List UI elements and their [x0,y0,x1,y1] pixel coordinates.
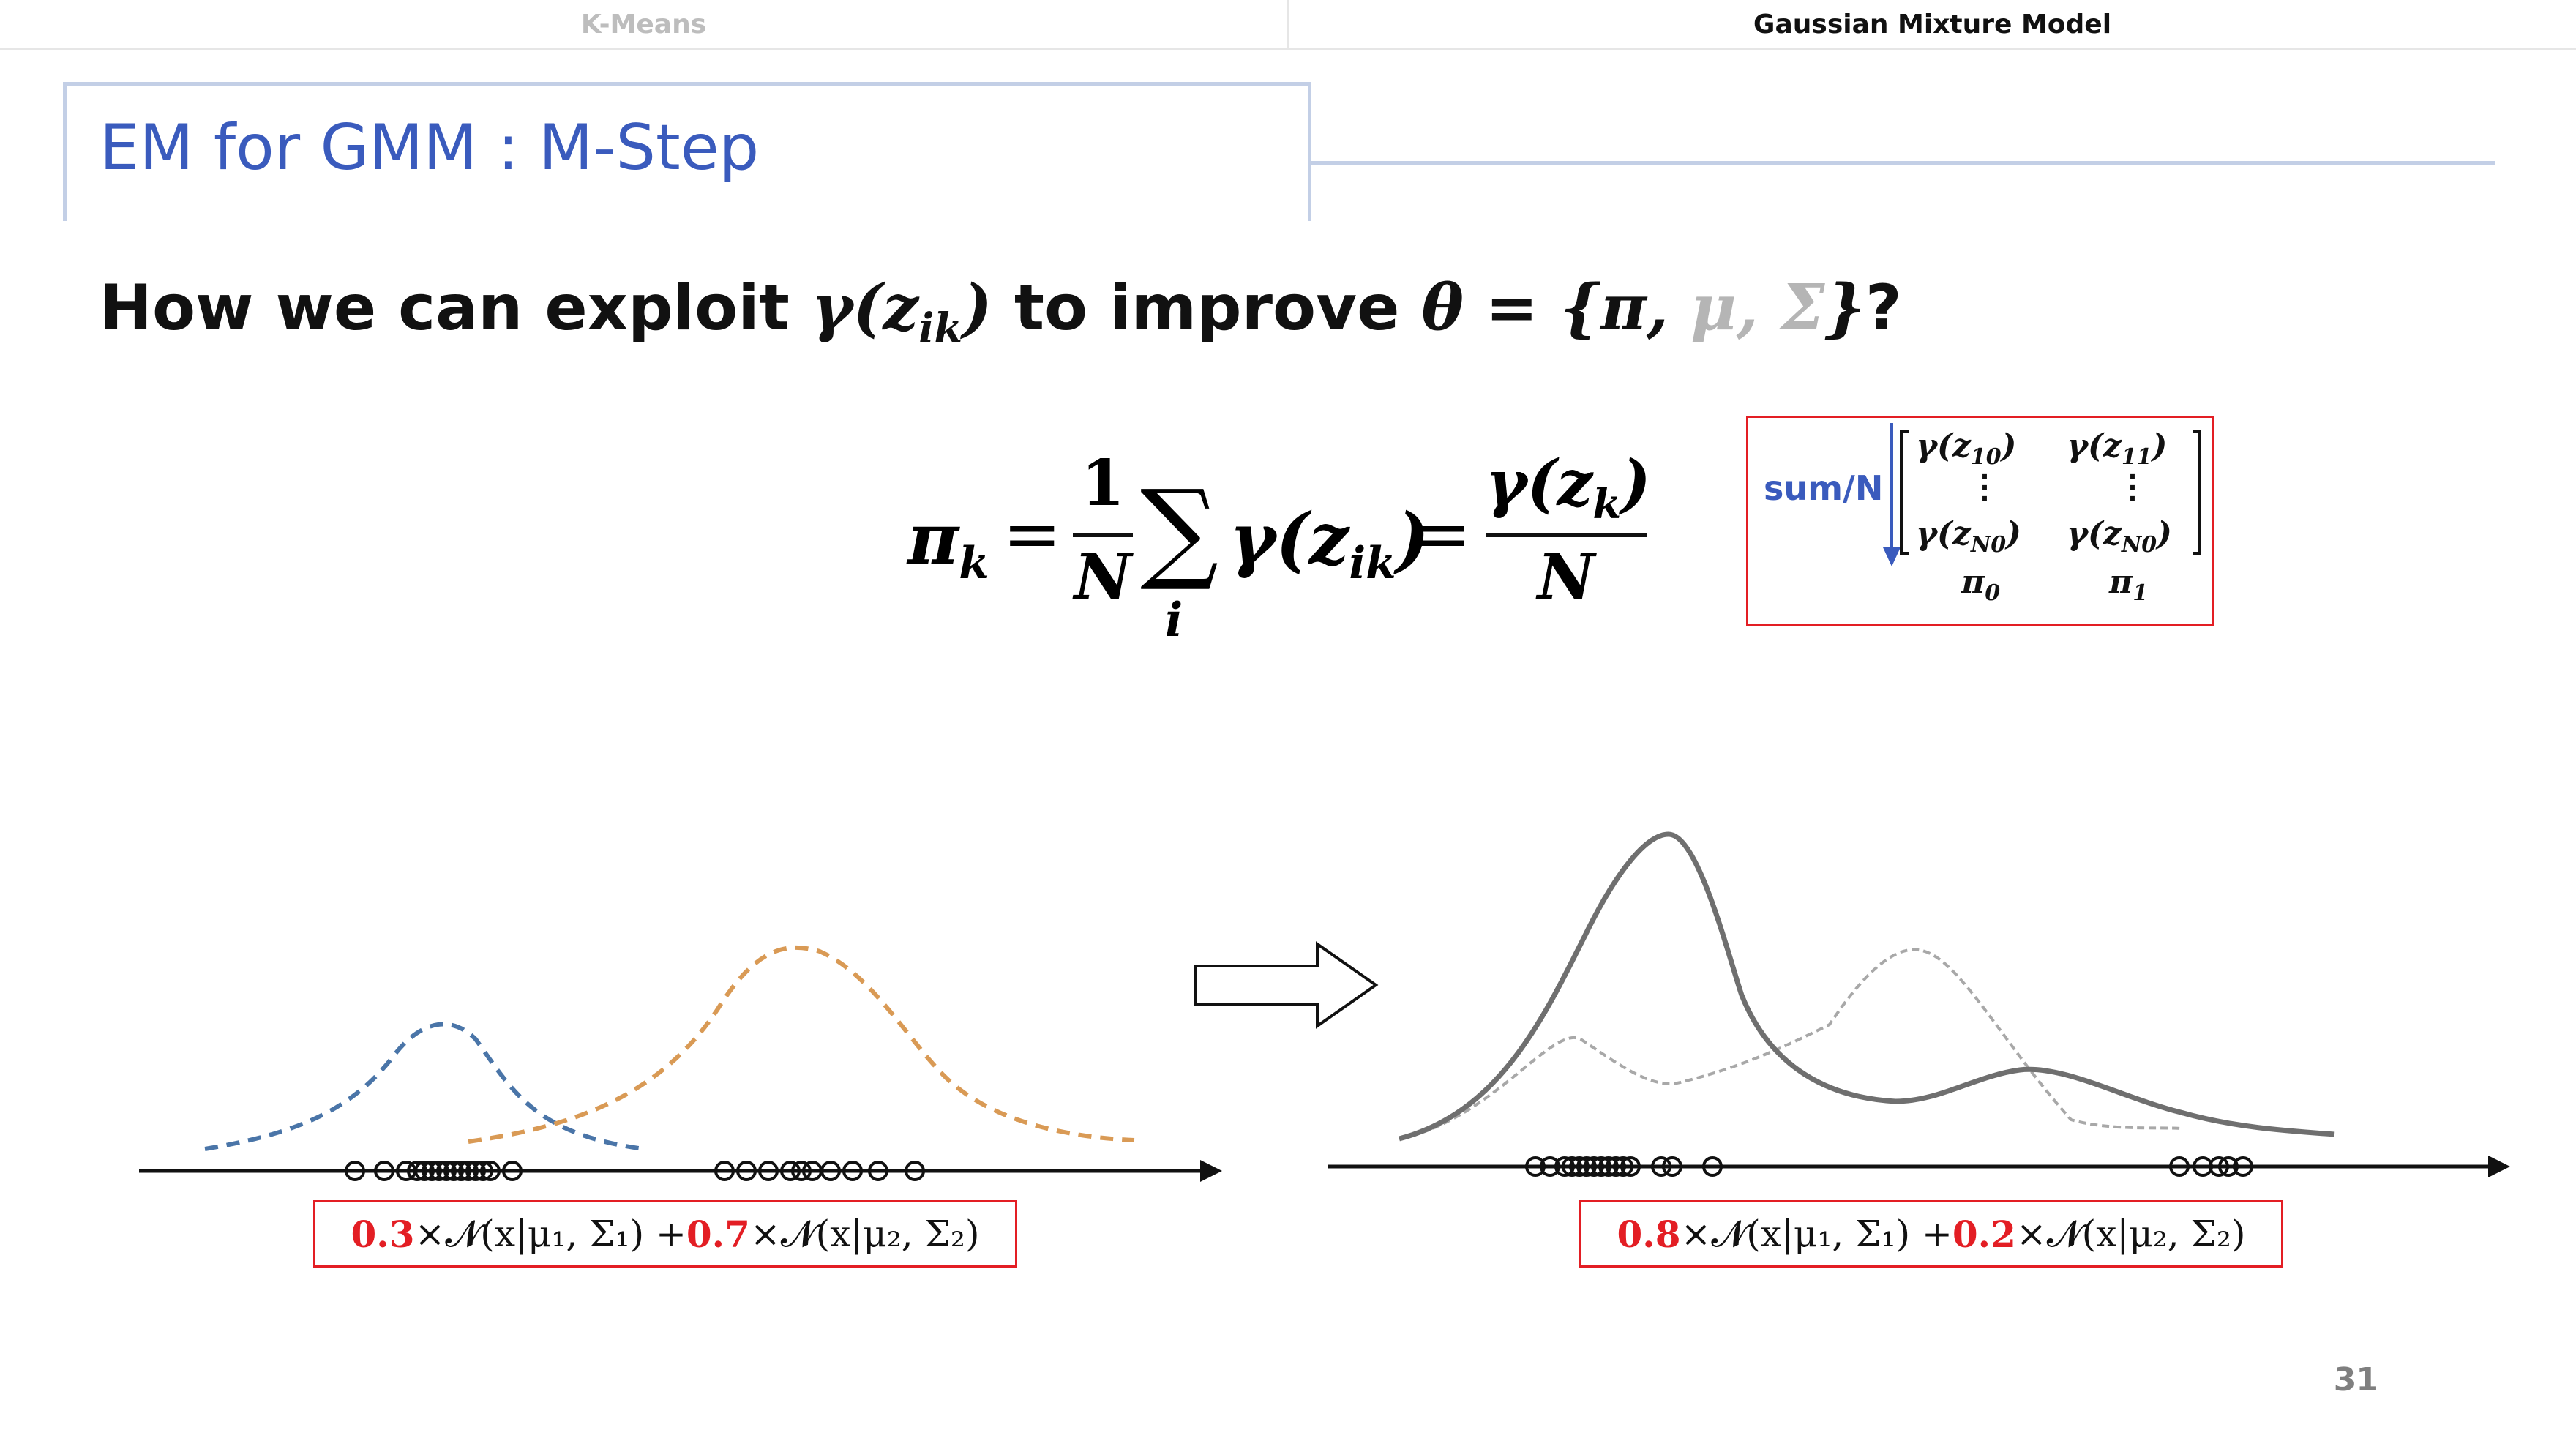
page-number: 31 [2333,1361,2378,1399]
title-frame [63,82,1311,221]
formula-lhs-pi: π [907,498,959,580]
formula-gamma-text: γ(z [1229,498,1349,580]
question-theta: θ = {π, [1421,271,1690,345]
initial-mixture-equation: 0.3 ×𝓝(x|μ₁, Σ₁) + 0.7 ×𝓝(x|μ₂, Σ₂) [313,1200,1017,1268]
formula-frac2-num-text: γ(z [1486,446,1593,520]
initial-term-1: ×𝓝(x|μ₁, Σ₁) + [414,1212,686,1255]
updated-weight-1: 0.8 [1617,1212,1681,1256]
updated-mixture-curve [1399,831,2335,1142]
updated-component-curve-1 [1399,948,2182,1140]
matrix-cell-gamma-z11-close: ) [2152,427,2168,465]
responsibility-matrix-box [1746,416,2214,626]
question-middle: to improve [992,272,1422,345]
matrix-pi0: π0 [1961,564,2000,606]
sum-over-n-label: sum/N [1764,468,1884,508]
formula-frac2-num-sub: k [1592,480,1622,529]
component-2-curve [468,945,1135,1144]
down-arrow-icon [1883,423,1901,566]
matrix-pi0-sub: 0 [1985,580,2001,606]
right-arrow-icon [1194,941,1379,1029]
matrix-vdots-right: ⋮ [2116,468,2149,506]
updated-data-points-cluster-2 [2169,1156,2253,1177]
tab-k-means[interactable]: K-Means [0,0,1289,48]
matrix-cell-gamma-z10: γ(z10) [1916,427,2016,470]
component-1-curve [204,1022,645,1151]
matrix-cell-gamma-zn0-right-text: γ(z [2067,515,2122,553]
matrix-cell-gamma-z10-close: ) [2001,427,2017,465]
matrix-pi1-sub: 1 [2133,580,2149,606]
formula-lhs-sub: k [959,538,989,590]
matrix-brackets [1900,430,2201,555]
question-text: How we can exploit γ(zik) to improve θ =… [100,271,1902,353]
formula-frac1-num: 1 [1081,446,1125,520]
formula-gamma: γ(zik) [1229,498,1429,589]
initial-term-2: ×𝓝(x|μ₂, Σ₂) [749,1212,980,1255]
formula-frac2-num: γ(zk) [1486,446,1651,529]
formula-sum-index: i [1165,593,1183,648]
matrix-cell-gamma-zn0-right: γ(zN0) [2067,515,2172,558]
data-points-cluster-1 [345,1161,523,1181]
matrix-vdots-left: ⋮ [1969,468,2001,506]
updated-term-2: ×𝓝(x|μ₂, Σ₂) [2015,1212,2246,1255]
question-gamma-close: ) [962,271,992,345]
formula-gamma-close: ) [1396,498,1430,580]
updated-mixture-equation: 0.8 ×𝓝(x|μ₁, Σ₁) + 0.2 ×𝓝(x|μ₂, Σ₂) [1579,1200,2283,1268]
matrix-pi1-text: π [2109,564,2133,601]
question-gamma-text: γ(z [811,271,919,345]
updated-data-points-cluster-1 [1525,1156,1723,1177]
matrix-cell-gamma-zn0-left-sub: N0 [1970,531,2007,558]
updated-weight-2: 0.2 [1952,1212,2016,1256]
formula-sum-sign: ∑ [1140,467,1219,594]
title-rule [1308,161,2496,165]
question-gamma: γ(zik) [811,271,992,353]
matrix-cell-gamma-zn0-left-text: γ(z [1916,515,1971,553]
question-muted-params: μ, Σ [1690,271,1825,345]
formula-frac1-den: N [1074,540,1132,614]
matrix-cell-gamma-zn0-right-sub: N0 [2121,531,2157,558]
formula-frac2-den: N [1537,540,1595,614]
matrix-cell-gamma-zn0-right-close: ) [2157,515,2172,553]
initial-mixture-plot [139,945,1222,1182]
section-tabs: K-Means Gaussian Mixture Model [0,0,2576,50]
matrix-cell-gamma-z11-sub: 11 [2121,443,2152,470]
initial-weight-1: 0.3 [351,1212,415,1256]
data-points-cluster-2 [714,1161,925,1181]
question-gamma-sub: ik [918,304,963,353]
formula-eq-1: = [1003,493,1062,575]
question-mark: ? [1865,272,1902,345]
formula-frac2-bar [1486,533,1647,537]
matrix-cell-gamma-zn0-left: γ(zN0) [1916,515,2021,558]
matrix-cell-gamma-zn0-left-close: ) [2006,515,2021,553]
question-close-brace: } [1824,271,1865,345]
matrix-cell-gamma-z10-text: γ(z [1916,427,1971,465]
question-prefix: How we can exploit [100,272,812,345]
matrix-cell-gamma-z11: γ(z11) [2067,427,2167,470]
matrix-cell-gamma-z11-text: γ(z [2067,427,2122,465]
updated-mixture-plot [1328,831,2510,1177]
formula-lhs: πk [907,498,989,589]
matrix-pi1: π1 [2109,564,2148,606]
initial-weight-2: 0.7 [686,1212,750,1256]
tab-gaussian-mixture-model[interactable]: Gaussian Mixture Model [1753,9,2112,40]
formula-gamma-sub: ik [1349,538,1396,590]
matrix-cell-gamma-z10-sub: 10 [1970,443,2002,470]
matrix-pi0-text: π [1961,564,1985,601]
pi-update-formula: πk = 1 N ∑ i γ(zik) = γ(zk) N [907,446,1654,659]
slide-title: EM for GMM : M-Step [100,111,760,184]
updated-term-1: ×𝓝(x|μ₁, Σ₁) + [1680,1212,1952,1255]
formula-eq-2: = [1412,493,1472,575]
formula-frac2-num-close: ) [1621,446,1651,520]
formula-frac1-bar [1073,533,1133,537]
